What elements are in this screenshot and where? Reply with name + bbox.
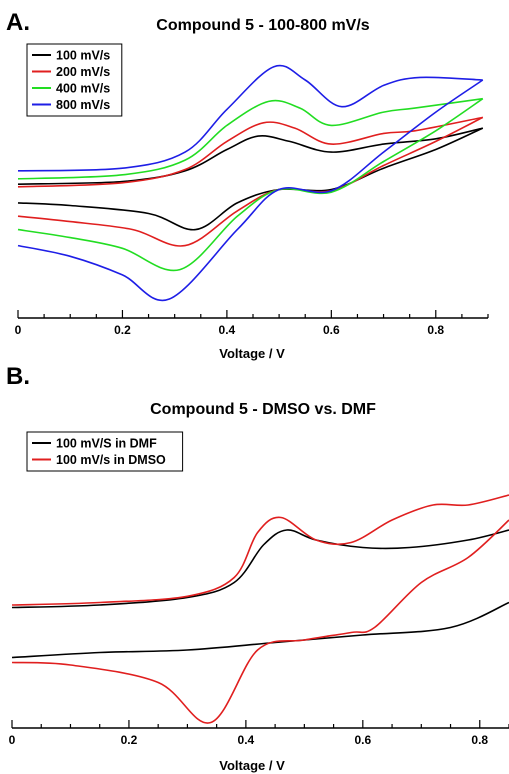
legend-entry: 400 mV/s: [56, 82, 110, 96]
x-tick-label: 0.8: [471, 733, 488, 747]
series-line-100-mv-s-in-dmso-forward: [11, 494, 509, 606]
panel-b-x-axis: 0 0.2 0.4 0.6 0.8: [9, 720, 509, 747]
panel-b-plot-area: [11, 494, 509, 724]
panel-b-letter: B.: [6, 363, 30, 390]
x-tick-label: 0.4: [238, 733, 255, 747]
panel-a-legend: 100 mV/s 200 mV/s 400 mV/s 800 mV/s: [26, 43, 123, 117]
panel-b: B. Compound 5 - DMSO vs. DMF 100 mV/S in…: [6, 363, 509, 773]
panel-a-letter: A.: [6, 9, 30, 36]
series-line-100-mv-s-in-dmf-reverse: [11, 601, 509, 659]
x-tick-label: 0: [9, 733, 16, 747]
panel-b-title: Compound 5 - DMSO vs. DMF: [150, 401, 376, 418]
panel-a-plot-area: [17, 64, 484, 302]
legend-entry: 200 mV/s: [56, 65, 110, 79]
series-line-400-mv-s-forward: [17, 97, 483, 180]
series-line-800-mv-s-reverse: [17, 79, 484, 302]
panel-a-title: Compound 5 - 100-800 mV/s: [156, 17, 369, 34]
x-tick-label: 0: [15, 323, 22, 337]
x-tick-label: 0.6: [323, 323, 340, 337]
x-tick-label: 0.8: [427, 323, 444, 337]
series-line-200-mv-s-reverse: [17, 116, 484, 247]
series-line-100-mv-s-in-dmso-reverse: [11, 519, 509, 724]
series-line-100-mv-s-in-dmf-forward: [11, 529, 509, 609]
panel-a: A. Compound 5 - 100-800 mV/s 100 mV/s 200…: [6, 9, 489, 361]
panel-b-x-axis-label: Voltage / V: [219, 758, 285, 773]
x-tick-label: 0.6: [354, 733, 371, 747]
legend-entry: 100 mV/s in DMSO: [56, 453, 166, 467]
legend-box: [26, 431, 184, 472]
legend-entry: 800 mV/s: [56, 98, 110, 112]
series-line-800-mv-s-forward: [17, 64, 483, 172]
series-line-100-mv-s-reverse: [17, 127, 484, 231]
legend-entry: 100 mV/s: [56, 49, 110, 63]
x-tick-label: 0.2: [121, 733, 138, 747]
panel-a-x-axis-label: Voltage / V: [219, 346, 285, 361]
panel-a-x-axis: 0 0.2 0.4 0.6 0.8: [15, 310, 489, 337]
x-tick-label: 0.4: [219, 323, 236, 337]
series-line-400-mv-s-reverse: [17, 98, 484, 272]
x-tick-label: 0.2: [114, 323, 131, 337]
series-line-100-mv-s-forward: [17, 127, 483, 185]
legend-entry: 100 mV/S in DMF: [56, 437, 157, 451]
panel-b-legend: 100 mV/S in DMF 100 mV/s in DMSO: [26, 431, 184, 472]
series-line-200-mv-s-forward: [17, 116, 483, 188]
